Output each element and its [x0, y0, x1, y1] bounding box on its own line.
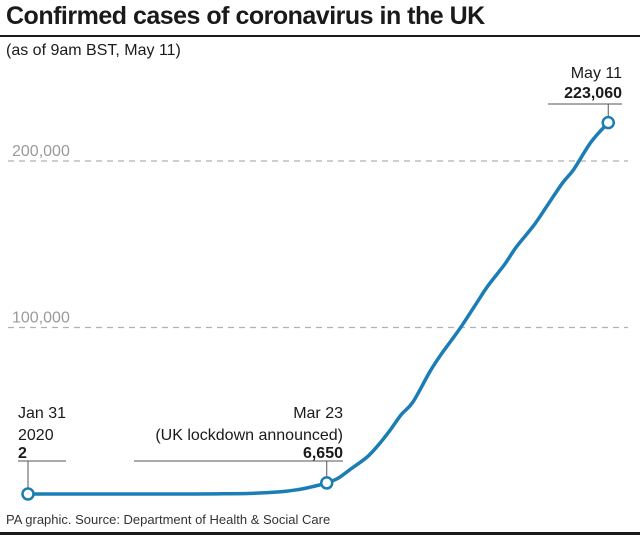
annotation-value: 2: [18, 445, 27, 462]
data-point-marker: [319, 476, 334, 490]
annotation-label: May 11: [571, 65, 622, 82]
annotation-value: 6,650: [303, 445, 343, 462]
chart-title: Confirmed cases of coronavirus in the UK: [6, 2, 485, 30]
y-tick-label: 100,000: [12, 310, 70, 327]
data-point-marker: [601, 115, 615, 130]
y-tick-label: 200,000: [12, 143, 70, 160]
annotation-label: 2020: [18, 427, 54, 444]
source-note: PA graphic. Source: Department of Health…: [6, 512, 331, 527]
annotation-value: 223,060: [564, 85, 622, 102]
annotation-label: Mar 23: [293, 405, 343, 422]
bottom-rule: [0, 532, 640, 535]
annotation-label: Jan 31: [18, 405, 66, 422]
data-point-marker: [21, 487, 35, 501]
annotation-label: (UK lockdown announced): [155, 427, 343, 444]
chart-subtitle: (as of 9am BST, May 11): [6, 42, 181, 59]
series-line: [26, 120, 610, 496]
title-rule: [0, 35, 640, 37]
